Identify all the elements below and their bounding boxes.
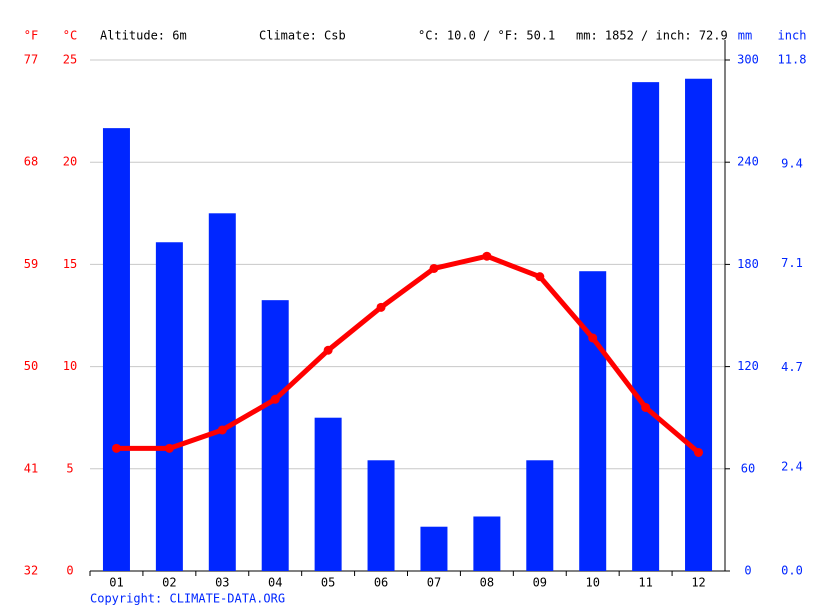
precip-bar [314,417,342,571]
precip-bar [632,82,660,571]
precip-bar [261,300,289,571]
precip-bar [579,271,607,571]
precip-bar [473,516,501,571]
temp-point [694,447,704,457]
x-tick-label: 08 [480,576,494,590]
precip-summary: mm: 1852 / inch: 72.9 [576,29,728,43]
temp-point [641,402,651,412]
y2-tick-label: 120 [737,359,759,373]
temp-point [111,443,121,453]
y-tick-label-inch: 2.4 [781,460,803,474]
temp-point [323,345,333,355]
y2-tick-label: 300 [737,53,759,67]
x-tick-label: 03 [215,576,229,590]
y-tick-label-c: 5 [66,461,73,475]
y-tick-label-inch: 0.0 [781,564,803,578]
precip-bar [155,242,183,572]
temp-point [217,425,227,435]
temp-point [588,333,598,343]
temp-point [164,443,174,453]
y-tick-label-f: 32 [24,564,38,578]
temp-line [113,253,702,455]
y2-tick-label: 60 [741,461,755,475]
temp-summary: °C: 10.0 / °F: 50.1 [418,29,555,43]
y-tick-label-c: 25 [63,53,77,67]
unit-inch: inch [778,29,807,43]
climate: Climate: Csb [259,29,346,43]
x-tick-label: 09 [533,576,547,590]
precip-bar [208,213,236,572]
y-tick-label-inch: 4.7 [781,360,803,374]
temp-point [482,251,492,261]
precip-bar [420,526,448,571]
altitude: Altitude: 6m [100,29,187,43]
x-tick-label: 06 [374,576,388,590]
y-tick-label-c: 20 [63,155,77,169]
y-tick-label-f: 41 [24,461,38,475]
y-tick-label-c: 0 [66,564,73,578]
y2-tick-label: 180 [737,257,759,271]
y-tick-label-f: 50 [24,359,38,373]
y-tick-label-c: 10 [63,359,77,373]
precip-bar [526,460,554,571]
unit-f: °F [24,29,38,43]
x-tick-label: 10 [585,576,599,590]
temp-point [270,394,280,404]
x-tick-label: 12 [691,576,705,590]
x-tick-label: 07 [427,576,441,590]
temp-point [429,263,439,273]
y2-tick-label: 240 [737,155,759,169]
precip-bar [367,460,395,571]
unit-c: °C [63,29,77,43]
temp-point [376,302,386,312]
x-tick-label: 01 [109,576,123,590]
temp-point [535,272,545,282]
y-tick-label-inch: 11.8 [778,53,807,67]
y-tick-label-inch: 9.4 [781,156,803,170]
y-tick-label-f: 59 [24,257,38,271]
x-tick-label: 04 [268,576,282,590]
y-tick-label-f: 77 [24,53,38,67]
x-tick-label: 05 [321,576,335,590]
x-tick-label: 11 [638,576,652,590]
x-tick-label: 02 [162,576,176,590]
y2-tick-label: 0 [744,564,751,578]
unit-mm: mm [738,29,752,43]
y-tick-label-f: 68 [24,155,38,169]
y-tick-label-c: 15 [63,257,77,271]
precip-bar [685,78,713,571]
copyright: Copyright: CLIMATE-DATA.ORG [90,592,285,606]
precip-bar [102,128,130,571]
y-tick-label-inch: 7.1 [781,256,803,270]
